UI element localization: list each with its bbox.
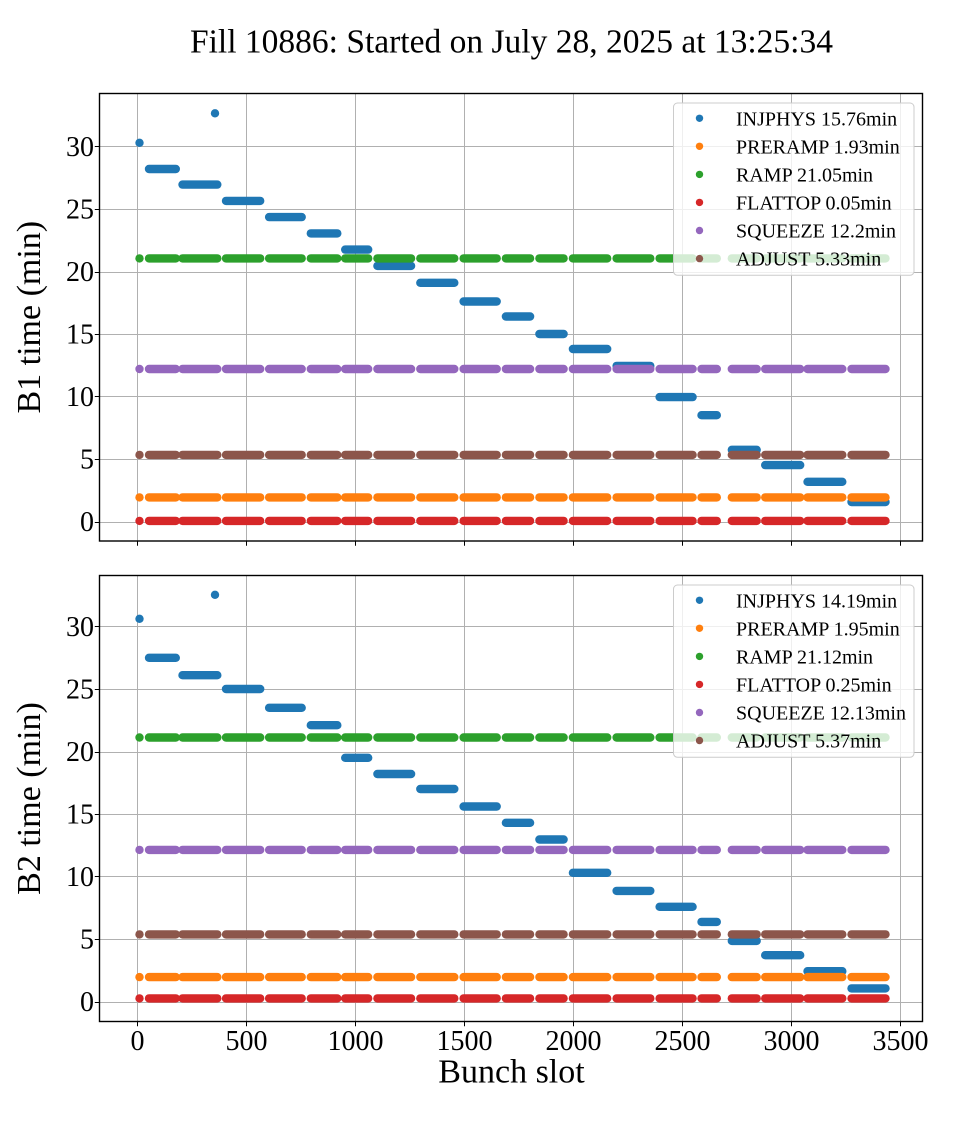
svg-text:PRERAMP 1.93min: PRERAMP 1.93min <box>736 136 900 158</box>
svg-text:20: 20 <box>66 737 94 768</box>
svg-text:5: 5 <box>80 444 94 475</box>
svg-text:Bunch slot: Bunch slot <box>438 1054 585 1091</box>
svg-text:ADJUST 5.33min: ADJUST 5.33min <box>736 249 881 271</box>
svg-text:10: 10 <box>66 382 94 413</box>
svg-text:20: 20 <box>66 257 94 288</box>
svg-text:FLATTOP 0.25min: FLATTOP 0.25min <box>736 674 892 696</box>
svg-text:ADJUST 5.37min: ADJUST 5.37min <box>736 731 881 753</box>
svg-text:B1 time (min): B1 time (min) <box>11 221 48 414</box>
svg-text:RAMP 21.05min: RAMP 21.05min <box>736 164 873 186</box>
svg-text:2500: 2500 <box>655 1026 711 1057</box>
svg-text:2000: 2000 <box>546 1026 602 1057</box>
svg-text:0: 0 <box>131 1026 145 1057</box>
svg-text:10: 10 <box>66 862 94 893</box>
svg-text:3000: 3000 <box>764 1026 820 1057</box>
svg-text:B2 time (min): B2 time (min) <box>11 702 48 895</box>
svg-text:15: 15 <box>66 799 94 830</box>
svg-text:PRERAMP 1.95min: PRERAMP 1.95min <box>736 618 900 640</box>
svg-text:SQUEEZE 12.2min: SQUEEZE 12.2min <box>736 221 896 243</box>
svg-text:INJPHYS 14.19min: INJPHYS 14.19min <box>736 590 897 612</box>
svg-text:1000: 1000 <box>328 1026 384 1057</box>
svg-text:Fill 10886: Started on July 28: Fill 10886: Started on July 28, 2025 at … <box>190 24 833 61</box>
svg-text:RAMP 21.12min: RAMP 21.12min <box>736 646 873 668</box>
svg-text:15: 15 <box>66 319 94 350</box>
svg-text:INJPHYS 15.76min: INJPHYS 15.76min <box>736 108 897 130</box>
svg-text:SQUEEZE 12.13min: SQUEEZE 12.13min <box>736 703 906 725</box>
svg-text:25: 25 <box>66 674 94 705</box>
svg-text:5: 5 <box>80 924 94 955</box>
svg-text:FLATTOP 0.05min: FLATTOP 0.05min <box>736 192 892 214</box>
svg-text:25: 25 <box>66 194 94 225</box>
svg-text:1500: 1500 <box>437 1026 493 1057</box>
svg-text:3500: 3500 <box>873 1026 929 1057</box>
svg-text:0: 0 <box>80 987 94 1018</box>
svg-text:0: 0 <box>80 507 94 538</box>
svg-text:30: 30 <box>66 132 94 163</box>
svg-text:30: 30 <box>66 612 94 643</box>
svg-text:500: 500 <box>226 1026 268 1057</box>
